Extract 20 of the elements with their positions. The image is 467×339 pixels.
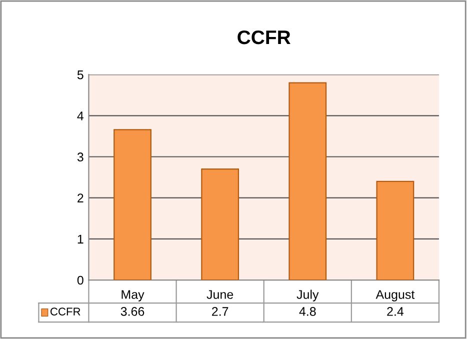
y-tick-label: 4 (77, 112, 84, 120)
bar (288, 82, 327, 280)
x-tick-label: August (376, 290, 415, 302)
y-tick-label: 0 (77, 276, 84, 285)
x-tick-label: June (206, 290, 234, 299)
data-label: 2.7 (212, 307, 228, 316)
data-label: 4.8 (299, 307, 316, 316)
y-tick-label: 2 (78, 194, 84, 202)
x-tick-label: July (296, 290, 319, 302)
bar (201, 168, 240, 280)
bar (114, 129, 152, 280)
legend-label: CCFR (50, 308, 80, 316)
x-tick-label: May (122, 290, 144, 302)
chart-title: CCFR (238, 30, 290, 44)
bar (376, 180, 414, 280)
data-label: 3.66 (120, 307, 144, 316)
y-tick-label: 3 (77, 152, 84, 162)
data-label: 2.4 (387, 307, 404, 316)
y-tick-label: 1 (78, 234, 84, 244)
y-tick-label: 5 (77, 70, 84, 80)
